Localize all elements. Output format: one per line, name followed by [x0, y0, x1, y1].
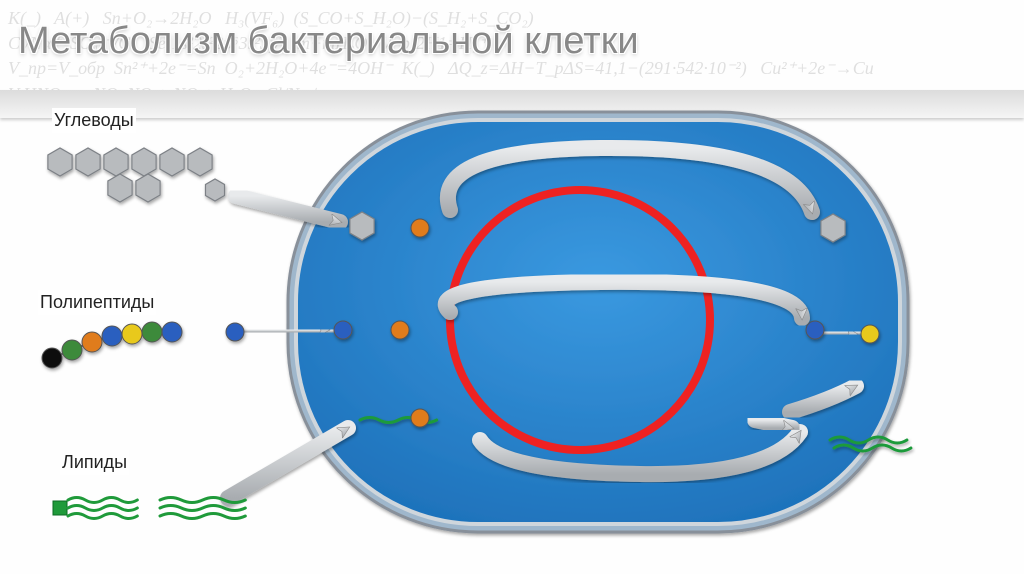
label-poly: Полипептиды	[38, 290, 156, 315]
label-lipids: Липиды	[60, 450, 129, 475]
metabolism-diagram	[0, 90, 1024, 574]
page-title: Метаболизм бактериальной клетки	[18, 20, 639, 63]
label-carbs: Углеводы	[52, 108, 136, 133]
